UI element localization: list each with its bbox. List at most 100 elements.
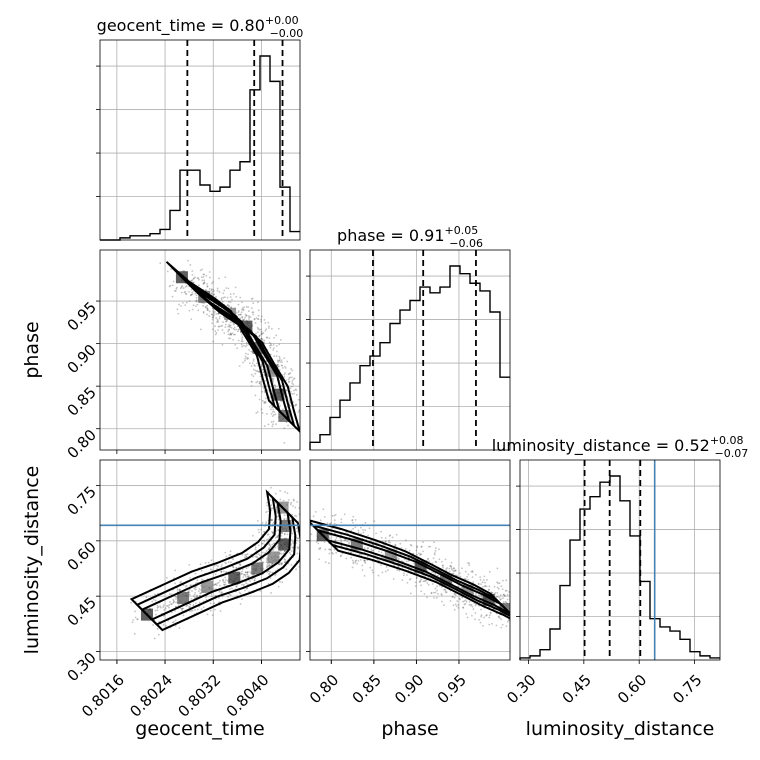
sample-point	[457, 603, 460, 606]
sample-point	[191, 278, 194, 281]
sample-point	[288, 380, 291, 383]
sample-point	[268, 570, 270, 573]
sample-point	[179, 580, 182, 583]
sample-point	[478, 594, 481, 597]
sample-point	[265, 511, 268, 513]
sample-point	[254, 365, 256, 367]
sample-point	[281, 367, 284, 369]
sample-point	[207, 309, 209, 311]
sample-point	[257, 328, 260, 330]
sample-point	[215, 312, 218, 315]
sample-point	[177, 312, 180, 315]
sample-point	[454, 603, 457, 606]
sample-point	[241, 340, 244, 343]
sample-point	[479, 621, 482, 624]
sample-point	[243, 306, 245, 308]
sample-point	[228, 323, 231, 326]
sample-point	[190, 597, 193, 600]
sample-point	[278, 355, 281, 358]
sample-point	[266, 559, 268, 562]
sample-point	[410, 544, 413, 547]
x-tick-label: 0.8032	[174, 671, 224, 721]
sample-point	[171, 295, 174, 298]
sample-point	[157, 605, 160, 608]
sample-point	[468, 564, 471, 567]
sample-point	[172, 599, 175, 602]
sample-point	[261, 369, 264, 371]
sample-point	[497, 587, 500, 590]
sample-point	[217, 312, 220, 315]
sample-point	[230, 561, 232, 564]
sample-point	[371, 569, 374, 572]
sample-point	[280, 532, 283, 534]
sample-point	[263, 530, 266, 533]
sample-point	[244, 355, 247, 358]
sample-point	[275, 355, 278, 357]
sample-point	[253, 318, 256, 320]
sample-point	[245, 352, 247, 355]
sample-point	[480, 595, 483, 598]
sample-point	[494, 592, 497, 594]
sample-point	[363, 574, 366, 577]
sample-point	[506, 598, 509, 601]
sample-point	[453, 570, 456, 573]
sample-point	[284, 367, 287, 369]
sample-point	[354, 561, 357, 564]
histogram-geocent_time	[100, 55, 300, 241]
sample-point	[343, 513, 346, 516]
sample-point	[222, 579, 224, 582]
sample-point	[381, 571, 384, 574]
sample-point	[252, 375, 255, 378]
sample-point	[344, 538, 347, 541]
sample-point	[152, 598, 155, 601]
sample-point	[242, 309, 245, 312]
panel-frame	[519, 459, 721, 661]
sample-point	[295, 404, 297, 407]
sample-point	[358, 553, 361, 556]
sample-point	[292, 378, 295, 381]
sample-point	[333, 548, 336, 551]
sample-point	[181, 285, 184, 287]
sample-point	[270, 518, 273, 521]
sample-point	[388, 539, 390, 542]
sample-point	[372, 549, 375, 552]
sample-point	[156, 604, 159, 607]
sample-point	[351, 559, 354, 562]
sample-point	[206, 285, 209, 288]
sample-point	[296, 501, 299, 503]
sample-point	[272, 347, 275, 349]
sample-point	[266, 336, 269, 339]
sample-point	[136, 618, 139, 620]
sample-point	[484, 585, 486, 588]
sample-point	[185, 293, 188, 295]
sample-point	[306, 528, 308, 530]
sample-point	[223, 584, 226, 586]
sample-point	[222, 296, 225, 299]
sample-point	[268, 547, 271, 549]
sample-point	[261, 399, 264, 402]
sample-point	[345, 546, 348, 548]
sample-point	[444, 591, 447, 594]
sample-point	[298, 409, 300, 412]
sample-point	[251, 362, 254, 365]
sample-point	[260, 318, 262, 321]
sample-point	[453, 608, 456, 611]
sample-point	[503, 593, 505, 596]
sample-point	[170, 603, 172, 605]
sample-point	[255, 332, 257, 335]
sample-point	[287, 373, 290, 376]
sample-point	[162, 615, 165, 617]
sample-point	[499, 594, 502, 597]
sample-point	[396, 569, 399, 571]
sample-point	[237, 339, 240, 342]
sample-point	[452, 572, 455, 575]
sample-point	[508, 619, 510, 622]
sample-point	[180, 286, 183, 288]
sample-point	[220, 570, 223, 573]
sample-point	[254, 369, 257, 372]
sample-point	[402, 574, 405, 577]
sample-point	[260, 333, 263, 335]
sample-point	[450, 565, 453, 568]
sample-point	[348, 543, 351, 545]
sample-point	[222, 581, 225, 583]
